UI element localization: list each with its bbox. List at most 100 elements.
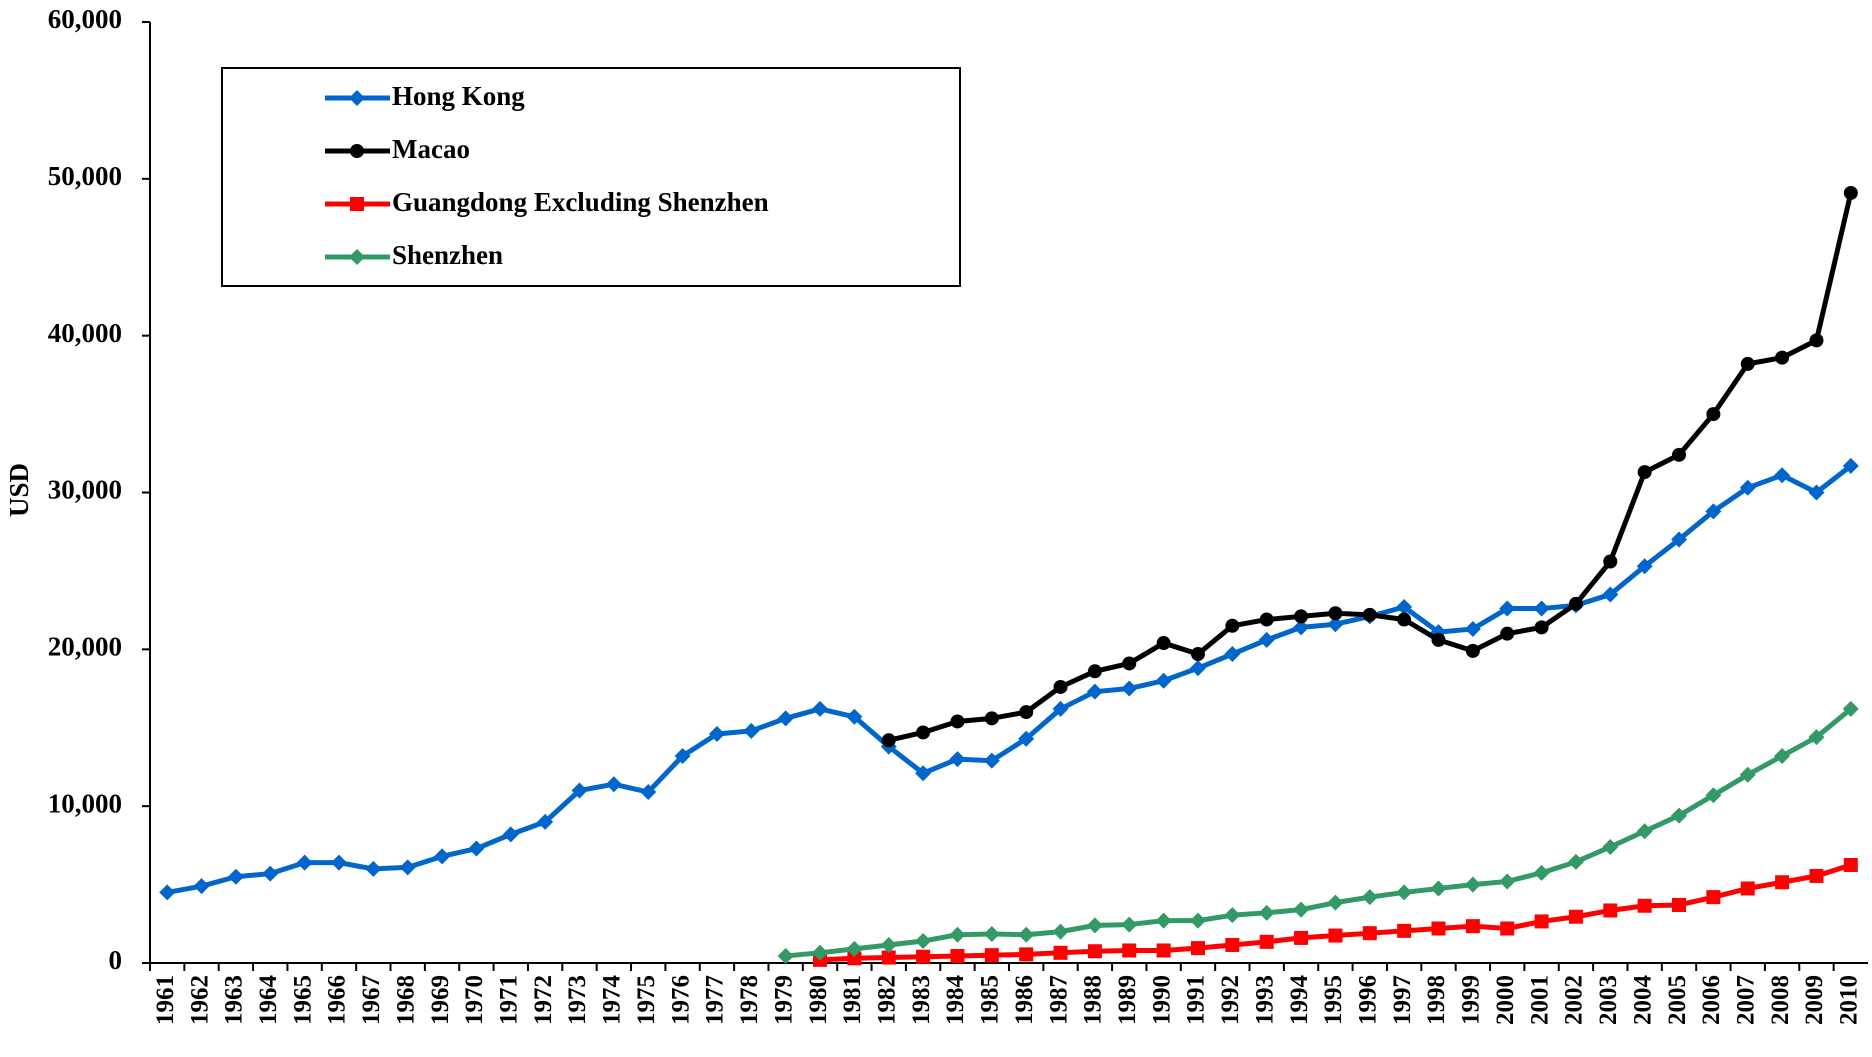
x-tick-label: 2007 bbox=[1732, 975, 1759, 1025]
data-point bbox=[1019, 947, 1034, 962]
data-point bbox=[1705, 787, 1722, 804]
data-point bbox=[1155, 912, 1172, 929]
data-point bbox=[1087, 944, 1102, 959]
data-point bbox=[915, 765, 932, 782]
x-tick-label: 1968 bbox=[392, 975, 419, 1025]
y-tick-label: 10,000 bbox=[48, 788, 122, 818]
y-axis-label: USD bbox=[4, 463, 34, 517]
data-point bbox=[1328, 606, 1343, 621]
data-point bbox=[1602, 586, 1619, 603]
data-point bbox=[1843, 857, 1858, 872]
legend-label: Guangdong Excluding Shenzhen bbox=[392, 187, 769, 217]
data-point bbox=[983, 752, 1000, 769]
x-tick-label: 1999 bbox=[1458, 975, 1485, 1025]
data-point bbox=[1259, 934, 1274, 949]
data-point bbox=[640, 784, 657, 801]
data-point bbox=[1464, 876, 1481, 893]
data-point bbox=[1809, 868, 1824, 883]
data-point bbox=[1086, 917, 1103, 934]
data-point bbox=[1568, 909, 1583, 924]
x-tick-label: 2010 bbox=[1836, 975, 1863, 1025]
x-tick-label: 2006 bbox=[1698, 975, 1725, 1025]
data-point bbox=[881, 950, 896, 965]
data-point bbox=[159, 884, 176, 901]
data-point bbox=[1500, 626, 1515, 641]
data-point bbox=[1499, 873, 1516, 890]
data-point bbox=[1361, 889, 1378, 906]
data-point bbox=[1774, 747, 1791, 764]
data-point bbox=[1293, 901, 1310, 918]
data-point bbox=[1671, 531, 1688, 548]
x-tick-label: 2000 bbox=[1492, 975, 1519, 1025]
y-tick-label: 60,000 bbox=[48, 4, 122, 34]
data-point bbox=[1258, 631, 1275, 648]
x-tick-label: 2002 bbox=[1561, 975, 1588, 1025]
data-point bbox=[1189, 660, 1206, 677]
data-point bbox=[777, 947, 794, 964]
data-point bbox=[983, 925, 1000, 942]
x-tick-label: 1980 bbox=[805, 975, 832, 1025]
data-point bbox=[1465, 919, 1480, 934]
data-point bbox=[916, 949, 931, 964]
series-line bbox=[785, 706, 1853, 959]
y-tick-label: 30,000 bbox=[48, 475, 122, 505]
data-point bbox=[1155, 672, 1172, 689]
x-tick-label: 1995 bbox=[1320, 975, 1347, 1025]
legend-marker bbox=[349, 249, 365, 265]
data-point bbox=[846, 708, 863, 725]
data-point bbox=[1086, 683, 1103, 700]
data-point bbox=[1190, 647, 1205, 662]
x-tick-label: 1967 bbox=[358, 975, 385, 1025]
data-point bbox=[1327, 616, 1344, 633]
data-point bbox=[708, 726, 725, 743]
x-tick-label: 1962 bbox=[186, 975, 213, 1025]
data-point bbox=[1396, 884, 1413, 901]
data-point bbox=[984, 948, 999, 963]
data-point bbox=[1774, 467, 1791, 484]
x-tick-label: 1997 bbox=[1389, 975, 1416, 1025]
data-point bbox=[1637, 465, 1652, 480]
legend: Hong Kong Macao Guangdong Excluding Shenzh… bbox=[221, 67, 961, 287]
x-tick-label: 1973 bbox=[564, 975, 591, 1025]
data-point bbox=[1500, 921, 1515, 936]
data-point bbox=[1052, 700, 1069, 717]
data-point bbox=[1843, 185, 1858, 200]
x-tick-label: 1961 bbox=[152, 975, 179, 1025]
data-point bbox=[571, 782, 588, 799]
data-point bbox=[881, 733, 896, 748]
x-tick-label: 1994 bbox=[1286, 975, 1313, 1026]
data-point bbox=[1362, 607, 1377, 622]
data-point bbox=[1018, 730, 1035, 747]
data-point bbox=[434, 848, 451, 865]
data-point bbox=[262, 865, 279, 882]
data-point bbox=[1603, 903, 1618, 918]
x-tick-label: 2004 bbox=[1629, 975, 1656, 1026]
y-tick-label: 20,000 bbox=[48, 632, 122, 662]
data-point bbox=[949, 751, 966, 768]
data-point bbox=[1396, 598, 1413, 615]
x-tick-label: 2009 bbox=[1801, 975, 1828, 1025]
data-point bbox=[1602, 838, 1619, 855]
x-tick-label: 1981 bbox=[839, 975, 866, 1025]
data-point bbox=[1294, 930, 1309, 945]
data-point bbox=[916, 725, 931, 740]
x-tick-label: 2008 bbox=[1767, 975, 1794, 1025]
data-point bbox=[1568, 596, 1583, 611]
x-tick-label: 1985 bbox=[977, 975, 1004, 1025]
x-tick-label: 1979 bbox=[770, 975, 797, 1025]
data-point bbox=[1294, 609, 1309, 624]
data-point bbox=[1397, 923, 1412, 938]
x-tick-label: 1976 bbox=[667, 975, 694, 1025]
data-point bbox=[1533, 600, 1550, 617]
x-tick-label: 1992 bbox=[1217, 975, 1244, 1025]
data-point bbox=[1259, 612, 1274, 627]
y-tick-label: 50,000 bbox=[48, 161, 122, 191]
data-point bbox=[399, 859, 416, 876]
data-point bbox=[1775, 350, 1790, 365]
data-point bbox=[227, 868, 244, 885]
legend-label: Macao bbox=[392, 134, 470, 164]
data-point bbox=[1808, 484, 1825, 501]
data-point bbox=[846, 940, 863, 957]
data-point bbox=[949, 926, 966, 943]
